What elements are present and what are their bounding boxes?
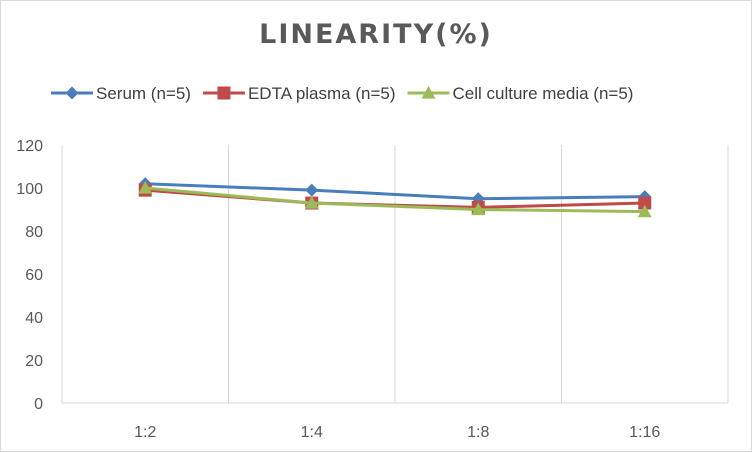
- series-line-0: [145, 182, 645, 201]
- x-tick-label: 1:2: [134, 424, 156, 441]
- x-tick-label: 1:4: [301, 424, 323, 441]
- legend-marker-0: [65, 86, 79, 100]
- data-point-series-2: [138, 181, 153, 194]
- chart-title: LINEARITY(%): [259, 19, 493, 50]
- data-point-series-1: [638, 196, 652, 210]
- data-point-series-2: [637, 204, 652, 218]
- y-tick-label: 60: [25, 267, 43, 284]
- data-point-series-2: [471, 202, 486, 216]
- legend-label-2: Cell culture media (n=5): [453, 84, 634, 103]
- legend-marker-1: [217, 86, 231, 100]
- series-line-2: [145, 186, 645, 214]
- legend-marker-2: [421, 86, 436, 99]
- y-tick-label: 0: [34, 396, 43, 413]
- legend-label-1: EDTA plasma (n=5): [248, 84, 396, 103]
- y-tick-label: 20: [25, 353, 43, 370]
- data-point-series-0: [305, 183, 319, 197]
- x-tick-label: 1:16: [629, 424, 660, 441]
- y-tick-label: 40: [25, 310, 43, 327]
- x-tick-label: 1:8: [467, 424, 489, 441]
- y-tick-label: 80: [25, 224, 43, 241]
- y-tick-label: 120: [16, 138, 43, 155]
- y-tick-label: 100: [16, 181, 43, 198]
- legend-label-0: Serum (n=5): [96, 84, 191, 103]
- data-point-series-2: [304, 196, 319, 209]
